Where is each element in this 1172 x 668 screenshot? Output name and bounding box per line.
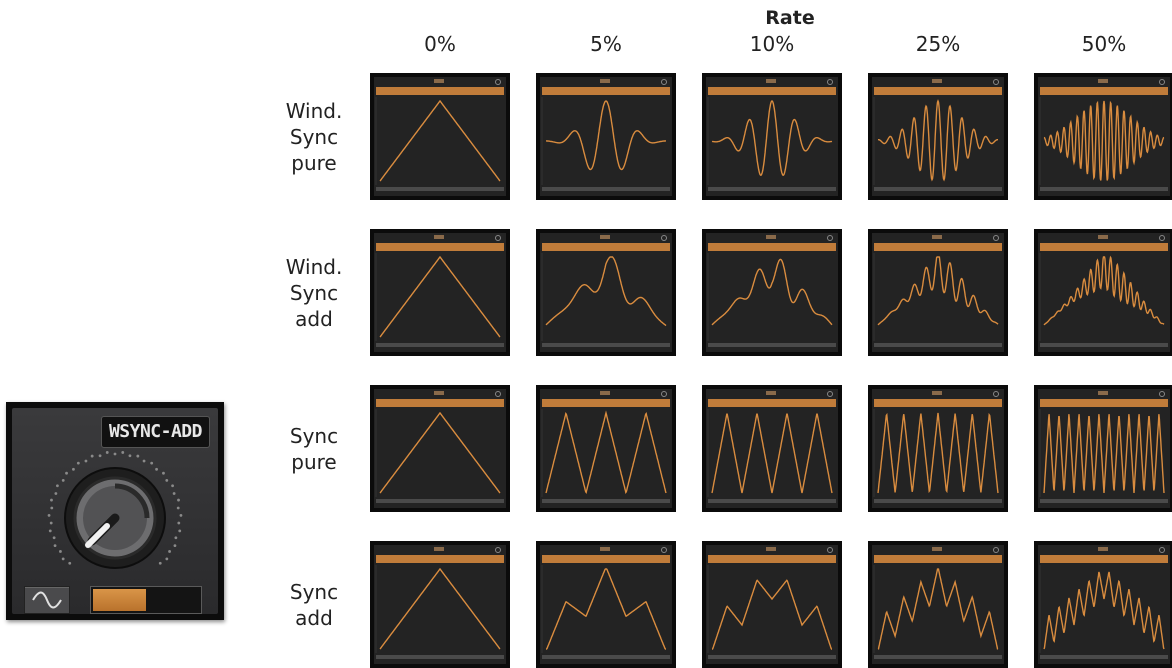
waveform-trace — [1043, 571, 1165, 650]
oscilloscope-waveform-icon — [370, 229, 510, 356]
oscilloscope-waveform-icon — [536, 73, 676, 200]
mode-row-label: Wind. Sync add — [285, 254, 343, 331]
knob-scale-dot — [53, 544, 57, 548]
rate-column-header: 5% — [590, 32, 622, 56]
knob-scale-dot — [155, 467, 158, 471]
knob-scale-dot — [90, 454, 94, 458]
knob-scale-dot — [52, 536, 56, 540]
waveform-trace — [1043, 414, 1165, 494]
waveform-trace — [546, 100, 666, 171]
knob-scale-dot — [177, 498, 180, 502]
mode-row-label: Sync add — [289, 579, 339, 630]
knob-scale-dot — [47, 514, 51, 517]
rate-column-header: 0% — [424, 32, 456, 56]
waveform-trace — [546, 568, 666, 650]
knob-scale-dot — [165, 557, 169, 561]
mode-row-label: Sync pure — [289, 423, 339, 474]
knob-scale-dot — [168, 550, 171, 553]
knob-scale-dot — [158, 561, 162, 565]
level-slider-fill — [93, 589, 146, 611]
rate-column-header: 10% — [749, 32, 795, 56]
oscilloscope-waveform-icon — [370, 73, 510, 200]
knob-scale-dot — [165, 478, 169, 482]
knob-scale-dot — [179, 514, 183, 517]
knob-scale-dot — [172, 492, 176, 495]
waveform-trace — [711, 413, 833, 494]
waveform-trace — [711, 100, 833, 176]
knob-scale-dot — [113, 452, 117, 456]
knob-scale-dot — [61, 557, 65, 561]
rate-column-header: 50% — [1081, 32, 1127, 56]
oscilloscope-waveform-icon — [702, 73, 842, 200]
mode-label: WSYNC-ADD — [100, 416, 210, 448]
knob-scale-dot — [171, 484, 174, 488]
rate-axis-title: Rate — [765, 7, 815, 29]
knob-scale-dot — [72, 467, 75, 471]
waveform-trace — [711, 258, 833, 326]
knob-scale-dot — [142, 459, 146, 463]
knob-scale-dot — [176, 506, 180, 510]
waveform-trace — [379, 99, 501, 182]
oscilloscope-waveform-icon — [536, 229, 676, 356]
waveform-trace — [711, 579, 833, 650]
rotary-knob-icon[interactable] — [12, 408, 218, 614]
knob-scale-dot — [121, 451, 125, 454]
waveform-trace — [877, 568, 999, 650]
knob-scale-dot — [178, 529, 182, 533]
level-slider[interactable] — [90, 586, 202, 614]
waveform-trace — [379, 567, 501, 650]
oscilloscope-waveform-icon — [536, 541, 676, 668]
knob-scale-dot — [56, 484, 59, 488]
knob-scale-dot — [50, 498, 53, 502]
oscilloscope-waveform-icon — [702, 541, 842, 668]
knob-scale-dot — [173, 544, 177, 548]
knob-scale-dot — [61, 478, 65, 482]
oscilloscope-waveform-icon — [868, 541, 1008, 668]
sine-wave-icon — [32, 591, 62, 609]
knob-scale-dot — [162, 471, 165, 475]
oscilloscope-waveform-icon — [1034, 229, 1172, 356]
oscilloscope-waveform-icon — [868, 229, 1008, 356]
oscilloscope-waveform-icon — [1034, 73, 1172, 200]
knob-scale-dot — [59, 550, 62, 553]
mode-row-label: Wind. Sync pure — [285, 98, 343, 175]
rate-column-header: 25% — [915, 32, 961, 56]
oscilloscope-waveform-icon — [868, 73, 1008, 200]
knob-scale-dot — [68, 561, 72, 565]
knob-scale-dot — [128, 454, 132, 458]
oscilloscope-waveform-icon — [1034, 385, 1172, 512]
knob-scale-dot — [174, 536, 178, 540]
knob-scale-dot — [49, 521, 53, 525]
knob-scale-dot — [150, 461, 154, 465]
knob-widget: WSYNC-ADD — [6, 402, 224, 620]
oscilloscope-waveform-icon — [1034, 541, 1172, 668]
waveform-trace — [545, 256, 667, 327]
knob-scale-dot — [177, 521, 181, 525]
oscilloscope-waveform-icon — [702, 385, 842, 512]
knob-panel-body: WSYNC-ADD — [12, 408, 218, 614]
oscilloscope-waveform-icon — [536, 385, 676, 512]
oscilloscope-waveform-icon — [370, 385, 510, 512]
waveform-trace — [1043, 100, 1165, 181]
waveform-trace — [545, 410, 667, 494]
knob-scale-dot — [54, 492, 58, 495]
oscilloscope-waveform-icon — [868, 385, 1008, 512]
knob-scale-dot — [105, 451, 109, 454]
knob-scale-dot — [48, 529, 52, 533]
knob-scale-dot — [65, 471, 68, 475]
waveform-trace — [877, 412, 999, 494]
oscilloscope-waveform-icon — [702, 229, 842, 356]
waveform-trace — [1043, 255, 1165, 326]
oscilloscope-waveform-icon — [370, 541, 510, 668]
knob-scale-dot — [50, 506, 54, 510]
waveform-select-button[interactable] — [24, 586, 70, 614]
waveform-trace — [878, 99, 998, 182]
knob-scale-dot — [136, 454, 140, 458]
waveform-trace — [379, 411, 501, 494]
waveform-trace — [379, 255, 501, 338]
knob-scale-dot — [84, 459, 88, 463]
knob-scale-dot — [98, 454, 102, 458]
waveform-trace — [877, 256, 999, 326]
knob-scale-dot — [76, 461, 80, 465]
